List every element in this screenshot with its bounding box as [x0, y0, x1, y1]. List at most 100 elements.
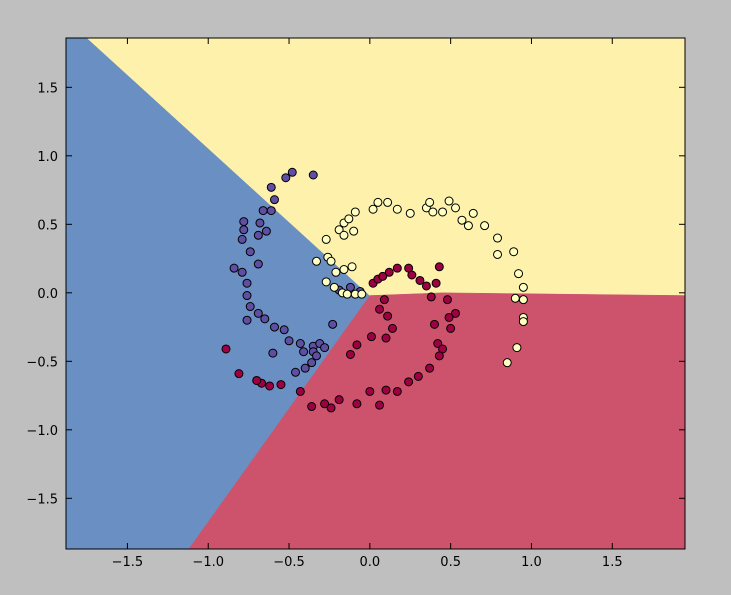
y-tick-label: −1.0: [26, 424, 58, 439]
decision-regions: [66, 38, 685, 549]
data-point: [444, 312, 454, 322]
data-point: [326, 403, 336, 413]
data-point: [493, 233, 503, 243]
data-point: [480, 221, 490, 231]
data-point: [237, 267, 247, 277]
data-point: [446, 323, 456, 333]
data-point: [387, 323, 397, 333]
data-point: [253, 259, 263, 269]
data-point: [383, 197, 393, 207]
data-point: [509, 247, 519, 257]
data-point: [347, 262, 357, 272]
data-point: [308, 170, 318, 180]
data-point: [239, 217, 249, 227]
data-point: [312, 351, 322, 361]
data-point: [368, 204, 378, 214]
data-point: [237, 234, 247, 244]
x-tick-label: −0.5: [273, 555, 305, 570]
data-point: [300, 363, 310, 373]
data-point: [384, 267, 394, 277]
data-point: [321, 234, 331, 244]
data-point: [260, 314, 270, 324]
data-point: [357, 289, 367, 299]
x-tick-label: 0.0: [359, 555, 380, 570]
y-tick-label: 0.0: [37, 287, 58, 302]
data-point: [307, 402, 317, 412]
data-point: [381, 333, 391, 343]
data-point: [331, 267, 341, 277]
data-point: [350, 207, 360, 217]
data-point: [320, 343, 330, 353]
data-point: [413, 371, 423, 381]
y-tick-label: 0.5: [37, 218, 58, 233]
data-point: [451, 308, 461, 318]
data-point: [425, 363, 435, 373]
data-point: [253, 308, 263, 318]
data-point: [375, 304, 385, 314]
data-point: [255, 218, 265, 228]
data-point: [404, 377, 414, 387]
data-point: [407, 270, 417, 280]
data-point: [279, 325, 289, 335]
x-tick-label: 0.5: [440, 555, 461, 570]
data-point: [239, 225, 249, 235]
data-point: [426, 292, 436, 302]
data-point: [434, 262, 444, 272]
data-point: [434, 351, 444, 361]
data-point: [265, 381, 275, 391]
data-point: [468, 208, 478, 218]
y-tick-label: 1.5: [37, 81, 58, 96]
data-point: [510, 293, 520, 303]
data-point: [518, 282, 528, 292]
data-point: [366, 332, 376, 342]
data-point: [266, 182, 276, 192]
data-point: [405, 208, 415, 218]
data-point: [349, 226, 359, 236]
data-point: [284, 336, 294, 346]
data-point: [392, 263, 402, 273]
data-point: [457, 215, 467, 225]
data-point: [339, 230, 349, 240]
data-point: [352, 340, 362, 350]
y-tick-label: −0.5: [26, 355, 58, 370]
axes: −1.5 −1.0 −0.5 0.0 0.5 1.0 1.5 −1.5 −1.0 −0.5 0.0 0…: [26, 38, 685, 570]
data-point: [518, 317, 528, 327]
data-point: [344, 214, 354, 224]
x-tick-label: 1.0: [521, 555, 542, 570]
data-point: [425, 197, 435, 207]
data-point: [242, 291, 252, 301]
data-point: [295, 386, 305, 396]
data-point: [381, 385, 391, 395]
data-point: [352, 399, 362, 409]
plot-frame: [65, 37, 686, 550]
data-point: [415, 275, 425, 285]
data-point: [365, 386, 375, 396]
data-point: [245, 247, 255, 257]
data-point: [261, 226, 271, 236]
y-tick-label: 1.0: [37, 150, 58, 165]
x-tick-label: −1.5: [112, 555, 144, 570]
data-point: [431, 278, 441, 288]
data-point: [281, 173, 291, 183]
data-point: [290, 367, 300, 377]
y-tick-label: −1.5: [26, 492, 58, 507]
data-point: [253, 230, 263, 240]
data-point: [444, 196, 454, 206]
data-point: [512, 343, 522, 353]
data-point: [428, 207, 438, 217]
x-tick-label: 1.5: [602, 555, 623, 570]
data-point: [321, 277, 331, 287]
data-point: [329, 282, 339, 292]
data-point: [229, 263, 239, 273]
data-point: [312, 256, 322, 266]
data-point: [463, 221, 473, 231]
data-point: [451, 203, 461, 213]
data-point: [378, 271, 388, 281]
data-point: [269, 195, 279, 205]
data-point: [269, 322, 279, 332]
data-point: [245, 302, 255, 312]
data-point: [392, 386, 402, 396]
data-point: [375, 400, 385, 410]
x-tick-label: −1.0: [192, 555, 224, 570]
